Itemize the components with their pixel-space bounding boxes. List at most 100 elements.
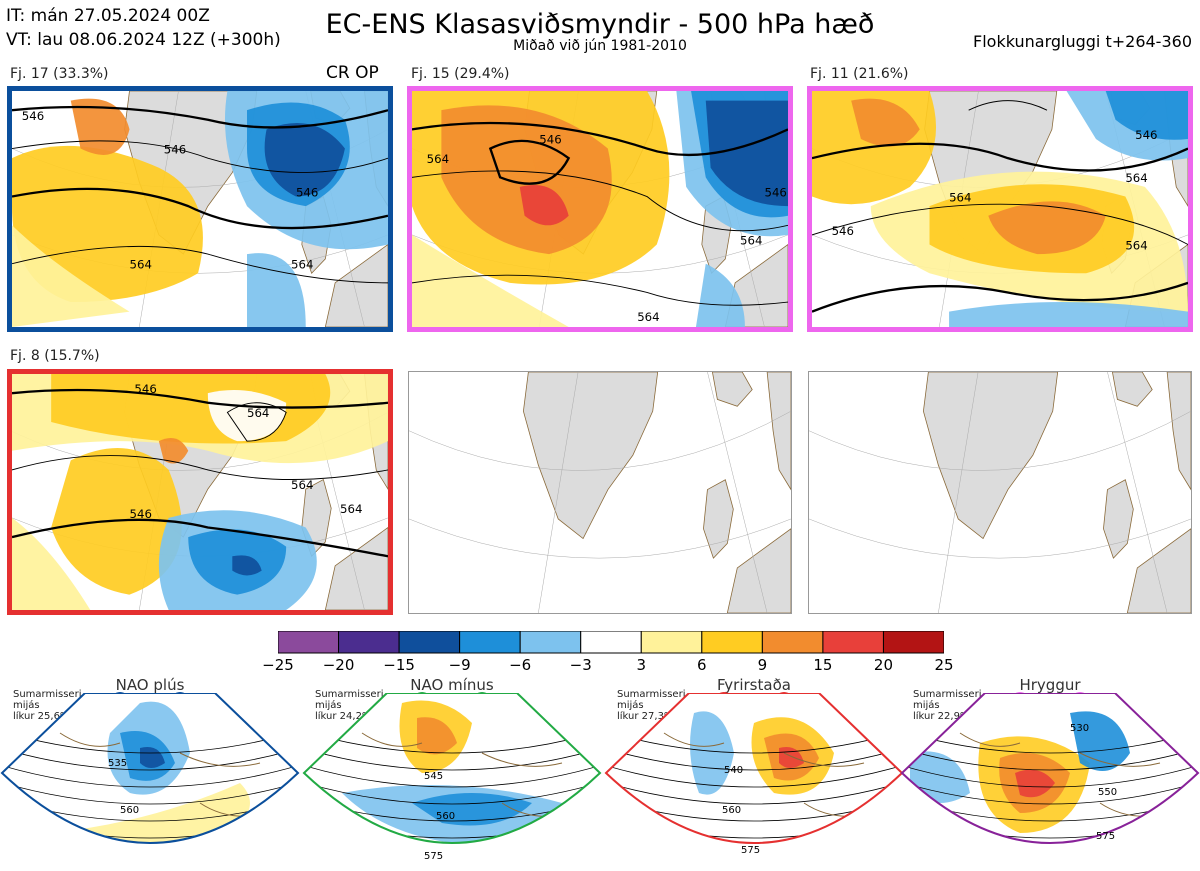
iceland-shape [712, 372, 753, 407]
empty-map-canvas [809, 372, 1191, 613]
regime-anomaly [417, 717, 457, 755]
regime-note-line: Sumarmisseri [617, 689, 686, 700]
regime-contour [902, 778, 1198, 805]
regime-map: 535 560 [0, 693, 300, 844]
regime-contents [606, 693, 902, 843]
cluster-label-2: Fj. 15 (29.4%) [411, 66, 510, 82]
anomaly-area [988, 201, 1106, 255]
contour-label: 564 [949, 190, 971, 204]
british-isles-shape [1103, 479, 1134, 559]
scandinavia-shape [766, 372, 791, 491]
regime-anomaly [140, 747, 165, 768]
height-contour [812, 203, 1188, 245]
contour-label: 546 [134, 382, 156, 396]
anomaly-area [12, 145, 203, 303]
contour-label: 546 [164, 142, 186, 156]
height-contour [12, 187, 388, 230]
regime-outline [900, 693, 1200, 844]
regime-title: Hryggur [1019, 676, 1081, 694]
cluster-map-2[interactable]: 546 564 564 546 564 [407, 86, 793, 332]
height-contour [412, 170, 788, 232]
colorbar-tick-label: −6 [509, 656, 532, 674]
scandinavia-shape [1166, 372, 1191, 491]
colorbar-tick-label: −3 [569, 656, 592, 674]
regime-note-line: Sumarmisseri [315, 689, 384, 700]
height-contour [12, 388, 388, 409]
height-contour [12, 245, 388, 284]
regime-note-line: líkur 22,9% [913, 711, 970, 722]
regime-note-line: mijás [913, 700, 940, 711]
colorbar-tick-label: −15 [383, 656, 415, 674]
contour-label: 546 [765, 186, 787, 200]
anomaly-area [12, 225, 130, 327]
height-contour [12, 140, 388, 174]
cluster-map-1[interactable]: 546 546 546 564 564 [7, 86, 393, 332]
regime-map: 530 550 575 [900, 693, 1200, 862]
regime-contour [606, 778, 902, 805]
colorbar-segment [822, 631, 884, 654]
contour-label: 546 [1135, 128, 1157, 142]
colorbar-tick-label: 25 [934, 656, 954, 674]
regime-contour-label: 545 [424, 771, 443, 782]
contour-label: 564 [291, 258, 313, 272]
colorbar-segment [338, 631, 400, 654]
regime-contour-label: 575 [1096, 831, 1115, 842]
anomaly-area [705, 100, 788, 207]
regime-note-line: líkur 27,3% [617, 711, 674, 722]
colorbar-tick-label: 6 [697, 656, 707, 674]
regime-note-line: mijás [617, 700, 644, 711]
graticule-lines [409, 372, 791, 613]
regime-note-line: Sumarmisseri [13, 689, 82, 700]
page-title: EC-ENS Klasasviðsmyndir - 500 hPa hæð [325, 9, 875, 40]
valid-time: VT: lau 08.06.2024 12Z (+300h) [6, 30, 281, 50]
colorbar-segment [882, 631, 944, 654]
cluster-map-4[interactable]: 546 564 564 546 564 [7, 369, 393, 615]
cluster-map-3[interactable]: 564 546 564 564 546 [807, 86, 1193, 332]
anomaly-area [12, 517, 91, 610]
regime-anomaly [1010, 851, 1045, 862]
regime-anomaly [910, 751, 970, 803]
empty-map-5 [408, 371, 792, 614]
regime-anomaly [412, 793, 532, 826]
cluster-map-canvas: 546 564 564 546 564 [12, 374, 388, 610]
europe-shape [1126, 528, 1191, 613]
anomaly-area [1105, 91, 1188, 140]
colorbar-tick-label: 3 [636, 656, 647, 674]
contour-label: 564 [247, 406, 269, 420]
regime-note: Sumarmisseri mijás líkur 24,2% [315, 689, 383, 722]
initial-time: IT: mán 27.05.2024 00Z [6, 6, 210, 26]
contour-label: 564 [130, 258, 152, 272]
colorbar-segment [519, 631, 582, 654]
colorbar-tick-label: 9 [757, 656, 768, 674]
regime-anomaly [1015, 769, 1055, 798]
regime-contour [902, 761, 1198, 788]
contour-label: 564 [1125, 171, 1147, 185]
regime-map: 545 560 575 [302, 693, 602, 862]
regime-note: Sumarmisseri mijás líkur 27,3% [617, 689, 685, 722]
regime-contour [304, 778, 600, 805]
colorbar-tick-label: −25 [262, 656, 294, 674]
regime-contour [2, 778, 298, 805]
height-contour [812, 281, 1188, 313]
cluster-label-4: Fj. 8 (15.7%) [10, 348, 100, 364]
anomaly-area [207, 389, 287, 442]
colorbar-segment [459, 631, 521, 654]
regime-contour [606, 744, 902, 771]
empty-map-6 [808, 371, 1192, 614]
height-contour [12, 518, 388, 558]
regime-contour-label: 530 [1070, 723, 1089, 734]
colorbar-tick-label: −20 [322, 656, 355, 674]
regime-contour [2, 744, 298, 771]
regime-outline [0, 693, 300, 844]
regime-contour-label: 560 [436, 811, 455, 822]
greenland-shape [922, 372, 1059, 540]
regime-contour [902, 744, 1198, 771]
regime-outline [302, 693, 602, 844]
height-contour [226, 402, 287, 442]
contour-label: 546 [296, 186, 318, 200]
europe-shape [726, 528, 791, 613]
colorbar-tick-label: 20 [873, 656, 893, 674]
colorbar-segment [580, 631, 642, 654]
regime-anomaly [1070, 711, 1130, 771]
cluster-map-canvas: 546 546 546 564 564 [12, 91, 388, 327]
